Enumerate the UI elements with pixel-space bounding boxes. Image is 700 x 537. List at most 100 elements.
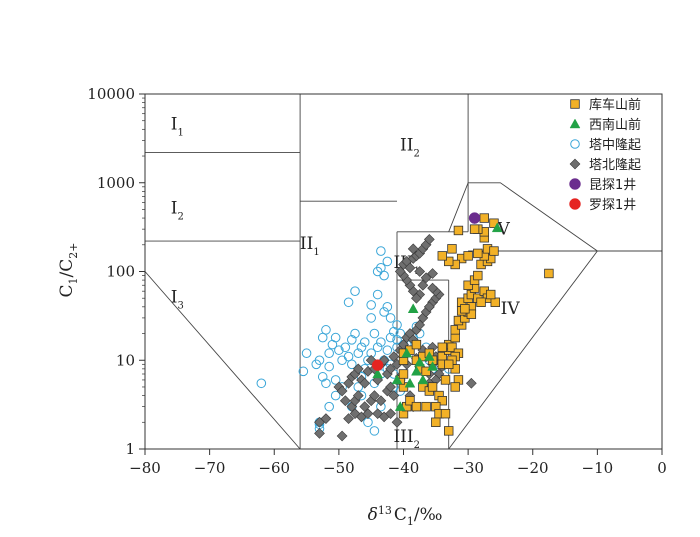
data-point xyxy=(398,369,409,379)
data-point xyxy=(317,372,328,382)
data-point xyxy=(411,339,422,350)
data-point xyxy=(321,325,331,335)
data-point xyxy=(343,297,354,308)
data-point xyxy=(423,301,435,313)
x-tick-label: −10 xyxy=(582,459,614,477)
x-axis-label-sub: 1 xyxy=(407,515,414,528)
legend-label: 昆探1井 xyxy=(589,178,636,193)
data-point xyxy=(324,361,334,372)
region-label: IV xyxy=(501,299,521,319)
data-point xyxy=(385,408,396,420)
legend-label: 塔中隆起 xyxy=(589,138,641,153)
data-point xyxy=(411,401,422,412)
data-point xyxy=(372,289,383,300)
data-point xyxy=(336,385,348,397)
data-point xyxy=(392,334,402,345)
y-tick-label: 1 xyxy=(125,440,135,458)
data-point xyxy=(450,332,460,343)
data-point xyxy=(324,348,334,359)
data-point xyxy=(352,363,364,375)
data-point xyxy=(372,368,384,379)
data-point xyxy=(379,307,389,317)
x-tick-label: −20 xyxy=(517,459,549,477)
data-point xyxy=(423,351,435,361)
data-point xyxy=(440,375,451,385)
data-point xyxy=(382,256,393,267)
data-point xyxy=(350,328,360,339)
x-tick-label: 0 xyxy=(657,459,667,477)
x-axis-ticks: −80 −70 −60 −50 −40 −30 −20 −10 0 xyxy=(129,449,667,477)
data-point xyxy=(468,212,481,224)
region-boundary xyxy=(448,182,598,252)
data-point xyxy=(350,286,360,296)
data-point xyxy=(421,401,431,412)
data-point xyxy=(388,390,400,401)
data-point xyxy=(444,359,454,370)
data-point xyxy=(405,396,415,406)
legend-label: 罗探1井 xyxy=(589,198,636,213)
legend-label: 塔北隆起 xyxy=(589,158,641,173)
x-tick-label: −40 xyxy=(388,459,420,477)
data-point xyxy=(376,337,386,347)
data-point xyxy=(321,378,331,389)
y-axis-label-sub2: 2+ xyxy=(67,243,80,259)
data-point xyxy=(375,395,387,407)
x-axis-label-c: C xyxy=(394,505,407,525)
data-point xyxy=(320,413,332,424)
data-point xyxy=(463,251,473,261)
data-point xyxy=(394,401,406,411)
data-point xyxy=(363,417,373,428)
legend-marker xyxy=(570,99,580,109)
y-tick-label: 10 xyxy=(116,351,135,369)
region-label: II1 xyxy=(300,234,320,258)
data-point xyxy=(427,382,438,392)
data-point xyxy=(427,282,438,294)
data-point xyxy=(369,390,380,401)
data-point xyxy=(486,289,496,300)
legend-marker xyxy=(570,139,580,149)
data-point xyxy=(421,366,431,377)
data-point xyxy=(450,325,460,335)
region-label: I1 xyxy=(171,114,184,138)
data-point xyxy=(298,366,309,377)
x-tick-label: −50 xyxy=(323,459,355,477)
data-point xyxy=(395,328,406,339)
data-point xyxy=(465,377,477,389)
data-point xyxy=(347,334,357,345)
data-point xyxy=(491,222,503,233)
data-point xyxy=(388,351,400,362)
data-point xyxy=(379,270,389,281)
x-axis-label-unit: /‰ xyxy=(414,505,443,525)
data-point xyxy=(391,374,403,385)
data-points xyxy=(256,212,554,442)
data-point xyxy=(352,390,364,401)
legend-marker xyxy=(569,158,581,170)
data-point xyxy=(466,309,477,319)
data-point xyxy=(404,377,416,388)
data-point xyxy=(469,224,480,234)
data-point xyxy=(417,279,429,291)
data-point xyxy=(327,339,338,350)
data-point xyxy=(337,355,347,366)
y-tick-label: 1000 xyxy=(97,174,135,192)
data-point xyxy=(473,248,483,259)
data-point xyxy=(362,408,374,420)
data-point xyxy=(463,280,473,290)
data-point xyxy=(407,243,419,255)
data-point xyxy=(314,355,325,366)
y-axis-label: C1/C2+ xyxy=(57,243,80,298)
data-point xyxy=(444,256,454,267)
data-point xyxy=(450,382,460,392)
region-label: V xyxy=(497,220,511,240)
data-point xyxy=(404,262,416,274)
data-point xyxy=(382,345,393,355)
data-point xyxy=(431,417,441,427)
data-point xyxy=(407,303,419,314)
x-tick-label: −60 xyxy=(258,459,290,477)
data-point xyxy=(385,381,396,393)
data-point xyxy=(437,251,447,261)
y-tick-label: 10000 xyxy=(87,85,135,103)
data-point xyxy=(371,359,384,371)
